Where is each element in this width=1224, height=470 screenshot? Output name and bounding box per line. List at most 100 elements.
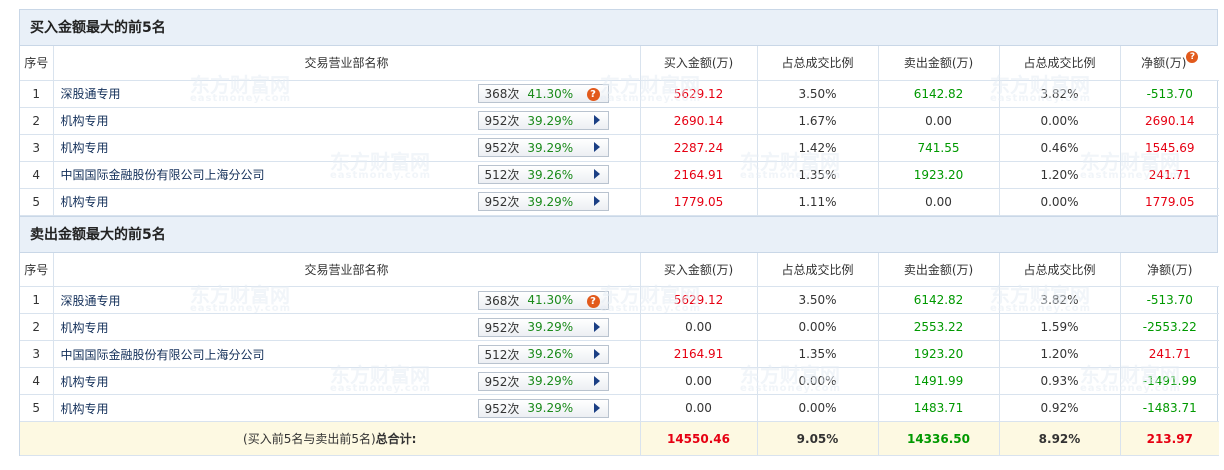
col-dept: 交易营业部名称 [53,46,641,81]
dept-name[interactable]: 机构专用 [60,320,109,335]
buy-ratio: 1.35% [757,340,879,368]
row-no: 3 [20,134,54,162]
dept-stats-button[interactable]: 952次 39.29% [477,371,609,391]
buy-ratio: 1.35% [757,161,879,189]
sell-ratio: 1.59% [999,313,1121,341]
buy-amount: 2690.14 [640,107,758,135]
table-row: 5 机构专用 952次 39.29% 1779.05 1.11% 0.00 0.00% 1779… [20,188,1219,216]
buy-ratio: 0.00% [757,367,879,395]
net-amount: 241.71 [1120,161,1219,189]
net-amount: 2690.14 [1120,107,1219,135]
question-icon[interactable]: ? [586,294,600,308]
col-net-label: 净额(万) [1141,56,1187,71]
buy-ratio: 0.00% [757,394,879,422]
buy-amount: 0.00 [640,313,758,341]
buy-ratio: 1.67% [757,107,879,135]
col-dept: 交易营业部名称 [53,252,641,287]
sell-amount: 0.00 [878,107,1000,135]
arrow-right-icon[interactable] [593,115,600,125]
dept-name[interactable]: 深股通专用 [60,87,121,101]
buy-table: 序号 交易营业部名称 买入金额(万) 占总成交比例 卖出金额(万) 占总成交比例… [20,46,1219,216]
total-label: (买入前5名与卖出前5名)总合计: [20,421,641,456]
dept-name[interactable]: 机构专用 [60,401,109,416]
row-no: 5 [20,188,54,216]
dept-stats-button[interactable]: 952次 39.29% [477,111,609,130]
dept-name[interactable]: 机构专用 [60,141,109,155]
buy-amount: 0.00 [640,367,758,395]
table-row: 1 深股通专用 368次 41.30%? 5629.12 3.50% 6142.82 3.82… [20,80,1219,108]
dept-stats-button[interactable]: 512次 39.26% [477,165,609,184]
dept-name[interactable]: 机构专用 [60,195,109,209]
sell-table-body: 1 深股通专用 368次 41.30%? 5629.12 3.50% 6142.82 3.82… [20,286,1219,422]
dept-name[interactable]: 深股通专用 [60,293,121,308]
dept-stats-button[interactable]: 512次 39.26% [477,344,609,364]
table-row: 3 机构专用 952次 39.29% 2287.24 1.42% 741.55 0.46% 15… [20,134,1219,162]
sell-table-header: 序号 交易营业部名称 买入金额(万) 占总成交比例 卖出金额(万) 占总成交比例… [20,252,1219,287]
sell-amount: 1923.20 [878,340,1000,368]
net-amount: 241.71 [1120,340,1219,368]
dept-pct: 39.26% [527,347,574,361]
dept-pct: 39.29% [527,320,574,334]
buy-ratio: 0.00% [757,313,879,341]
arrow-right-icon[interactable] [593,348,600,359]
arrow-right-icon[interactable] [593,402,600,413]
sell-amount: 1483.71 [878,394,1000,422]
arrow-right-icon[interactable] [593,321,600,332]
dept-stats-button[interactable]: 952次 39.29% [477,192,609,211]
arrow-right-icon[interactable] [593,142,600,152]
buy-amount: 5629.12 [640,80,758,108]
sell-amount: 6142.82 [878,80,1000,108]
arrow-right-icon[interactable] [593,169,600,179]
buy-amount: 5629.12 [640,286,758,314]
sell-ratio: 0.92% [999,394,1121,422]
net-amount: -1491.99 [1120,367,1219,395]
dept-name[interactable]: 机构专用 [60,114,109,128]
table-row: 4 中国国际金融股份有限公司上海分公司 512次 39.26% 2164.91 1.35%… [20,161,1219,189]
sell-ratio: 0.46% [999,134,1121,162]
buy-amount: 2287.24 [640,134,758,162]
dept-stats-button[interactable]: 368次 41.30%? [477,290,609,310]
col-no: 序号 [20,46,54,81]
dept-stats-button[interactable]: 368次 41.30%? [477,84,609,103]
sell-ratio: 3.82% [999,286,1121,314]
sell-ratio: 0.93% [999,367,1121,395]
dept-pct: 41.30% [527,86,574,101]
sell-amount: 1491.99 [878,367,1000,395]
row-no: 2 [20,313,54,341]
question-icon[interactable]: ? [1186,51,1199,64]
buy-ratio: 1.11% [757,188,879,216]
total-net: 213.97 [1120,421,1219,456]
dept-stats-button[interactable]: 952次 39.29% [477,138,609,157]
dept-stats-button[interactable]: 952次 39.29% [477,317,609,337]
sell-ratio: 1.20% [999,340,1121,368]
dept-count: 952次 [484,320,520,335]
dept-cell: 深股通专用 368次 41.30%? [53,80,641,108]
buy-amount: 2164.91 [640,161,758,189]
col-sell: 卖出金额(万) [878,252,1000,287]
total-row: (买入前5名与卖出前5名)总合计: 14550.46 9.05% 14336.5… [20,421,1219,456]
dept-count: 512次 [484,168,520,182]
dept-name[interactable]: 中国国际金融股份有限公司上海分公司 [60,168,265,182]
sell-ratio: 0.00% [999,107,1121,135]
sell-ratio: 0.00% [999,188,1121,216]
question-icon[interactable]: ? [586,88,600,101]
arrow-right-icon[interactable] [593,196,600,206]
dept-count: 952次 [484,374,520,389]
col-buy-ratio: 占总成交比例 [757,252,879,287]
dept-stats-button[interactable]: 952次 39.29% [477,398,609,418]
col-buy: 买入金额(万) [640,252,758,287]
dept-cell: 深股通专用 368次 41.30%? [53,286,641,314]
buy-table-header: 序号 交易营业部名称 买入金额(万) 占总成交比例 卖出金额(万) 占总成交比例… [20,46,1219,81]
row-no: 3 [20,340,54,368]
dept-count: 512次 [484,347,520,362]
sell-ratio: 1.20% [999,161,1121,189]
net-amount: -1483.71 [1120,394,1219,422]
arrow-right-icon[interactable] [593,375,600,386]
dept-pct: 41.30% [527,293,574,307]
dept-name[interactable]: 机构专用 [60,374,109,389]
dept-cell: 中国国际金融股份有限公司上海分公司 512次 39.26% [53,161,641,189]
dept-name[interactable]: 中国国际金融股份有限公司上海分公司 [60,347,265,362]
dept-pct: 39.29% [527,140,574,155]
col-sell-ratio: 占总成交比例 [999,252,1121,287]
net-amount: -2553.22 [1120,313,1219,341]
